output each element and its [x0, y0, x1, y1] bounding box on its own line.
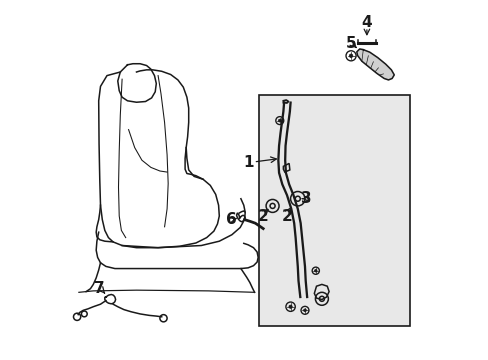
- Circle shape: [288, 305, 292, 309]
- Bar: [258, 95, 409, 326]
- Text: 3: 3: [301, 191, 311, 206]
- Text: 7: 7: [94, 281, 105, 296]
- Circle shape: [303, 309, 306, 312]
- Polygon shape: [356, 49, 393, 80]
- Circle shape: [314, 269, 316, 272]
- Text: 2: 2: [257, 209, 268, 224]
- Text: 4: 4: [361, 15, 371, 30]
- Circle shape: [348, 54, 352, 58]
- Text: 5: 5: [345, 36, 356, 51]
- Text: 2: 2: [281, 209, 292, 224]
- Text: 6: 6: [226, 212, 236, 227]
- Text: 1: 1: [243, 155, 254, 170]
- Circle shape: [278, 119, 281, 122]
